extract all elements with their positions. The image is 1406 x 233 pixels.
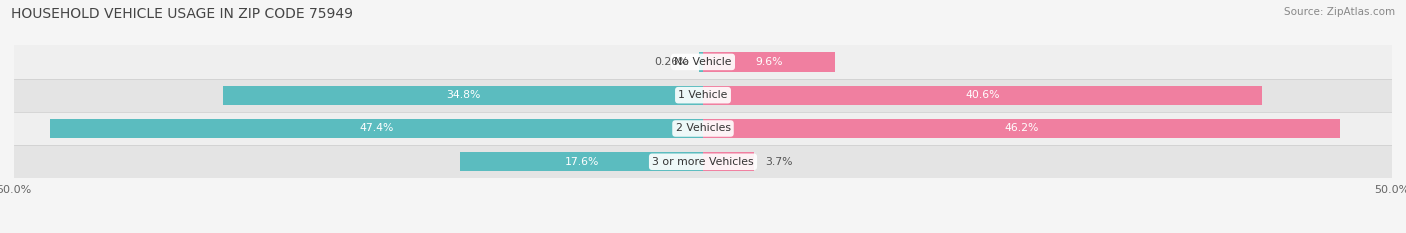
Text: HOUSEHOLD VEHICLE USAGE IN ZIP CODE 75949: HOUSEHOLD VEHICLE USAGE IN ZIP CODE 7594… xyxy=(11,7,353,21)
Bar xyxy=(14,145,1392,178)
Text: 0.26%: 0.26% xyxy=(654,57,689,67)
Bar xyxy=(699,52,703,72)
Bar xyxy=(14,79,1392,112)
Text: Source: ZipAtlas.com: Source: ZipAtlas.com xyxy=(1284,7,1395,17)
Text: 1 Vehicle: 1 Vehicle xyxy=(678,90,728,100)
Bar xyxy=(703,86,1263,105)
Bar xyxy=(14,45,1392,79)
Bar xyxy=(703,52,835,72)
Bar xyxy=(461,152,703,171)
Text: 47.4%: 47.4% xyxy=(360,123,394,134)
Text: 46.2%: 46.2% xyxy=(1004,123,1039,134)
Legend: Owner-occupied, Renter-occupied: Owner-occupied, Renter-occupied xyxy=(586,230,820,233)
Text: 3 or more Vehicles: 3 or more Vehicles xyxy=(652,157,754,167)
Bar xyxy=(703,152,754,171)
Bar xyxy=(224,86,703,105)
Text: 3.7%: 3.7% xyxy=(765,157,793,167)
Bar xyxy=(49,119,703,138)
Text: 17.6%: 17.6% xyxy=(565,157,599,167)
Text: 34.8%: 34.8% xyxy=(446,90,481,100)
Bar xyxy=(703,119,1340,138)
Text: 9.6%: 9.6% xyxy=(755,57,783,67)
Text: 40.6%: 40.6% xyxy=(966,90,1000,100)
Bar xyxy=(14,112,1392,145)
Text: No Vehicle: No Vehicle xyxy=(675,57,731,67)
Text: 2 Vehicles: 2 Vehicles xyxy=(675,123,731,134)
